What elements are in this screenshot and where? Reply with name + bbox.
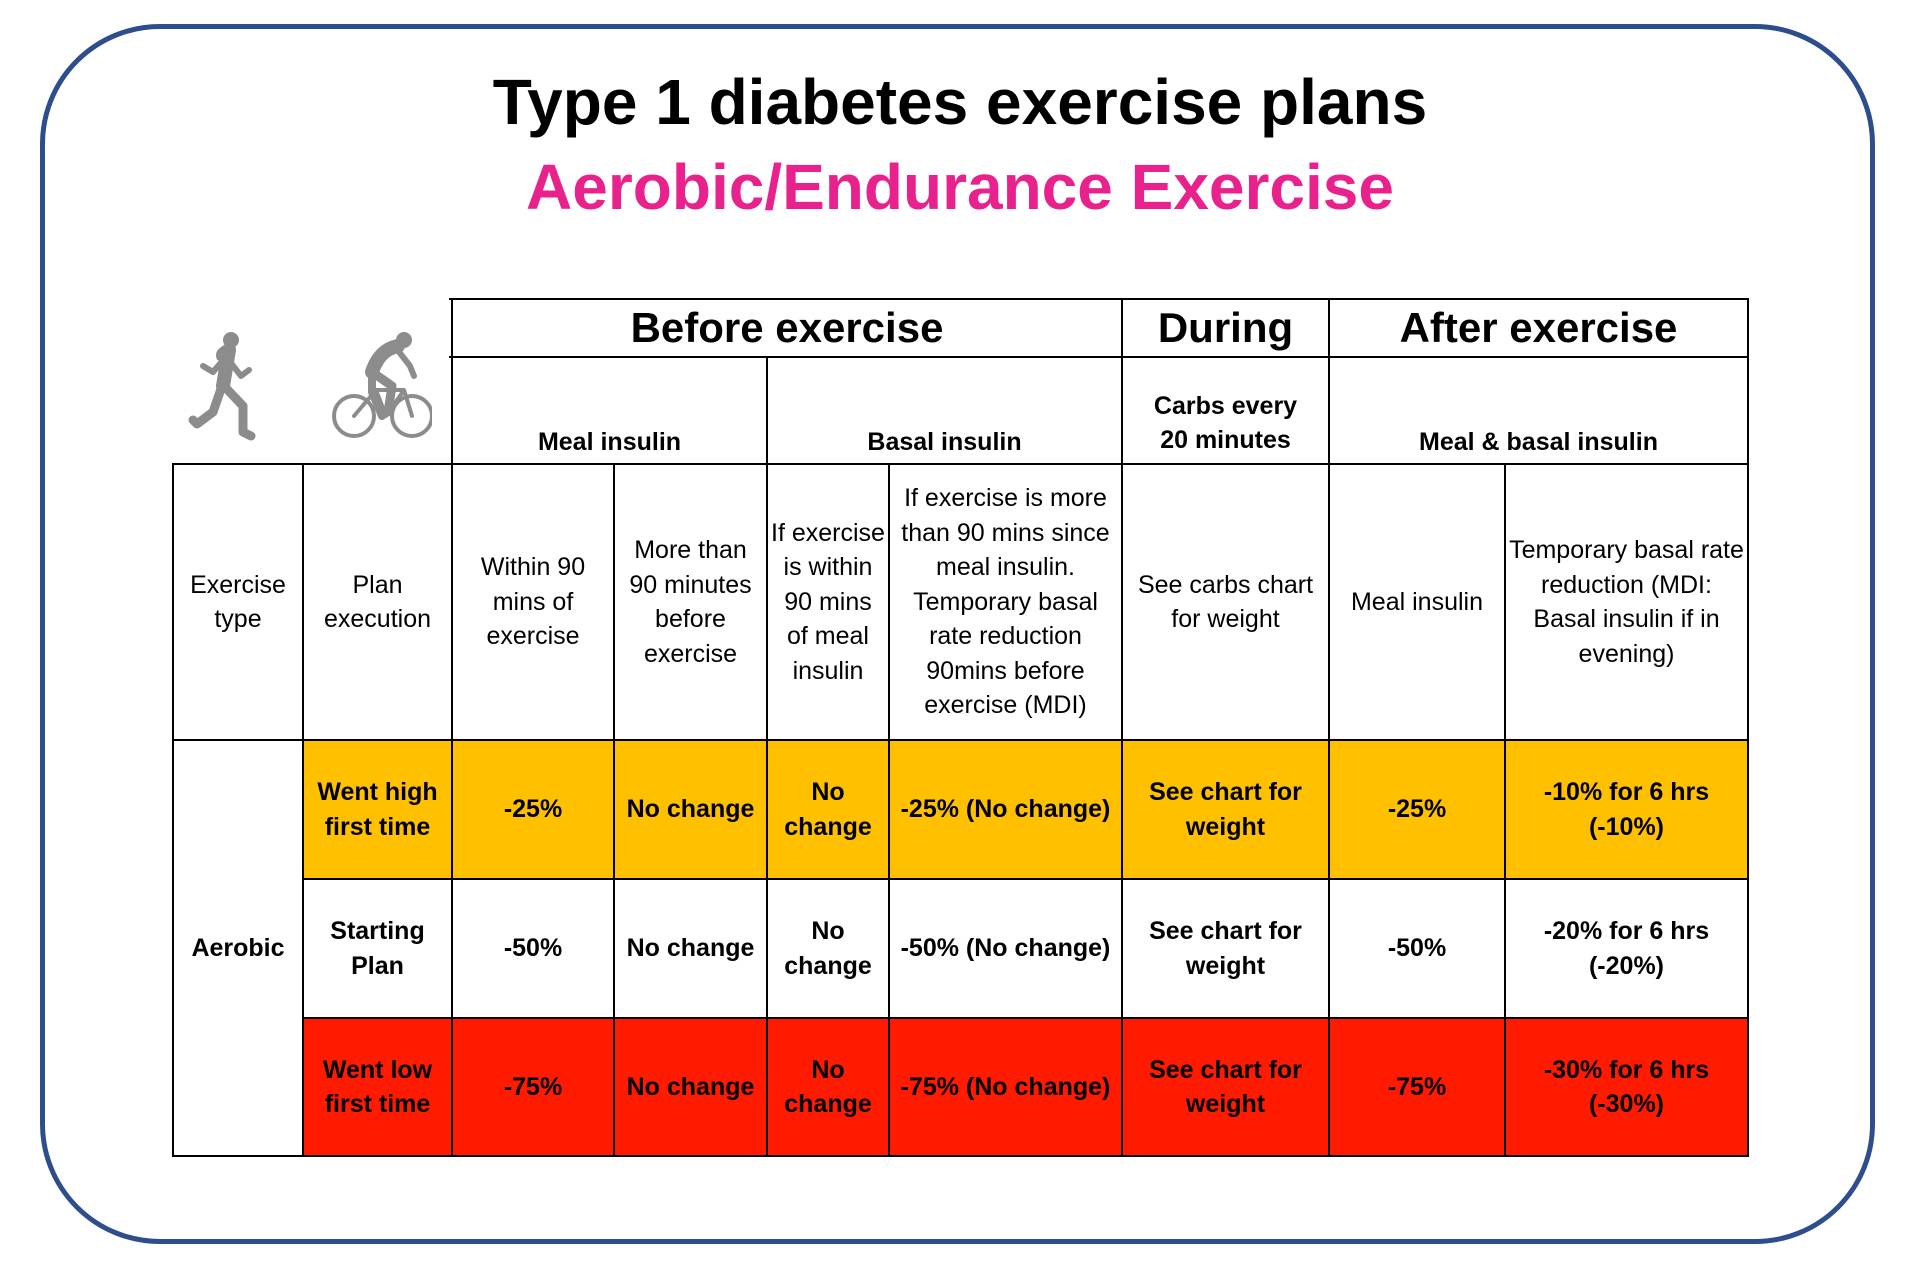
- cell-within-90: -25%: [453, 741, 613, 878]
- col-after-basal: Temporary basal rate reduction (MDI: Bas…: [1509, 536, 1744, 668]
- cell-basal-within: No change: [784, 917, 872, 980]
- cell-more-than-90: No change: [615, 1019, 766, 1155]
- cell-after-basal: -20% for 6 hrs (-20%): [1543, 917, 1710, 980]
- exercise-icons: [147, 298, 449, 456]
- cell-after-meal: -75%: [1330, 1019, 1504, 1155]
- cell-basal-more: -75% (No change): [890, 1019, 1121, 1155]
- cell-after-meal: -50%: [1387, 934, 1447, 963]
- page-subtitle: Aerobic/Endurance Exercise: [526, 151, 1394, 223]
- cell-after-basal: -10% for 6 hrs (-10%): [1506, 741, 1747, 878]
- col-plan-execution: Plan execution: [323, 570, 432, 634]
- plan-went-low: Went low first time: [304, 1019, 451, 1155]
- cell-after-basal: -30% for 6 hrs (-30%): [1506, 1019, 1747, 1155]
- group-meal-insulin: Meal insulin: [537, 428, 682, 456]
- group-basal-insulin: Basal insulin: [867, 428, 1022, 456]
- col-exercise-type: Exercise type: [190, 570, 286, 634]
- page-title: Type 1 diabetes exercise plans: [492, 66, 1428, 138]
- cell-basal-more: -50% (No change): [900, 934, 1111, 963]
- plan-starting: Starting Plan: [330, 917, 425, 980]
- cyclist-icon: [332, 332, 432, 438]
- header-after-exercise: After exercise: [1399, 304, 1678, 351]
- group-carbs: Carbs every 20 minutes: [1153, 392, 1298, 454]
- col-within-90: Within 90 mins of exercise: [480, 553, 586, 651]
- col-basal-more: If exercise is more than 90 mins since m…: [901, 484, 1110, 720]
- cell-basal-within: No change: [768, 1019, 888, 1155]
- col-more-than-90: More than 90 minutes before exercise: [629, 536, 752, 668]
- cell-more-than-90: No change: [615, 741, 766, 878]
- rounded-frame: [40, 24, 1875, 1244]
- plan-went-high: Went high first time: [304, 741, 451, 878]
- cell-more-than-90: No change: [626, 934, 755, 963]
- cell-after-meal: -25%: [1330, 741, 1504, 878]
- cell-during: See chart for weight: [1149, 917, 1302, 980]
- header-during: During: [1157, 304, 1294, 351]
- exercise-type-aerobic: Aerobic: [191, 933, 285, 962]
- cell-within-90: -75%: [453, 1019, 613, 1155]
- cell-basal-more: -25% (No change): [890, 741, 1121, 878]
- cell-within-90: -50%: [503, 934, 563, 963]
- runner-icon: [188, 332, 256, 441]
- col-basal-within: If exercise is within 90 mins of meal in…: [771, 518, 885, 685]
- cell-during: See chart for weight: [1123, 1019, 1328, 1155]
- header-before-exercise: Before exercise: [630, 304, 944, 351]
- group-meal-basal-insulin: Meal & basal insulin: [1419, 428, 1658, 456]
- col-carbs-chart: See carbs chart for weight: [1137, 570, 1314, 634]
- cell-basal-within: No change: [768, 741, 888, 878]
- cell-during: See chart for weight: [1123, 741, 1328, 878]
- col-after-meal: Meal insulin: [1350, 587, 1483, 616]
